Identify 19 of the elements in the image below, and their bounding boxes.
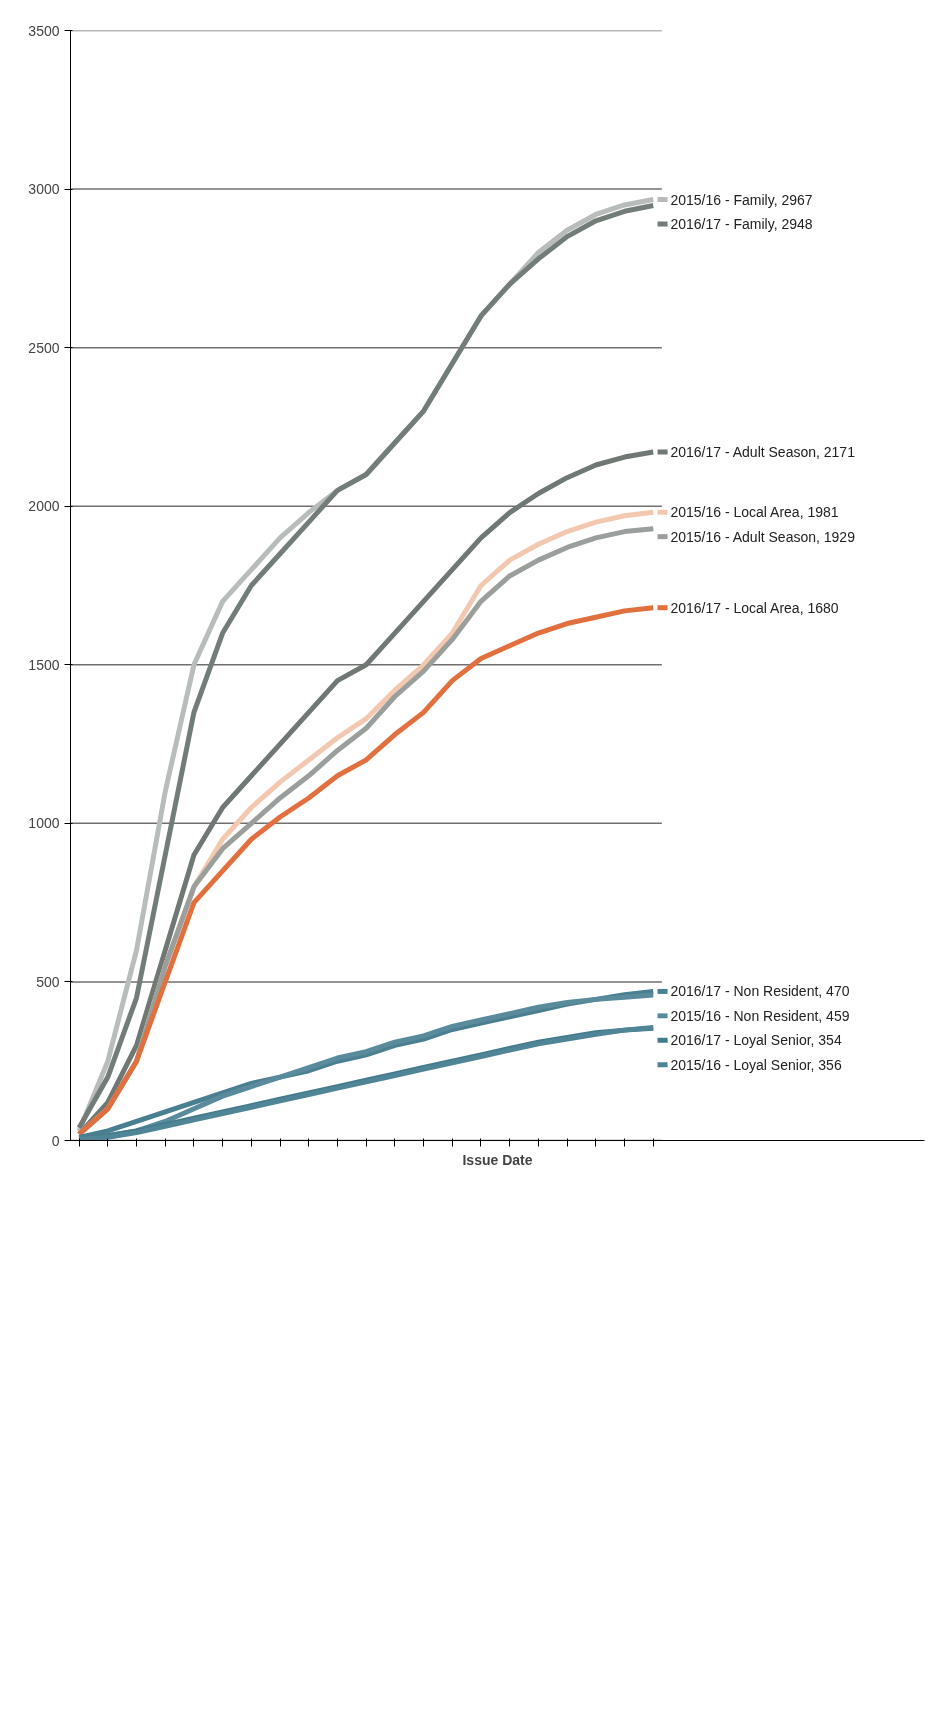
y-tick-label: 3500 xyxy=(28,22,60,39)
legend-label: 2016/17 - Family, 2948 xyxy=(670,215,813,232)
legend-label: 2015/16 - Family, 2967 xyxy=(670,191,813,208)
legend-label: 2015/16 - Adult Season, 1929 xyxy=(670,528,856,545)
legend-label: 2015/16 - Loyal Senior, 356 xyxy=(670,1056,842,1073)
y-tick-label: 3000 xyxy=(28,181,60,198)
legend-label: 2016/17 - Adult Season, 2171 xyxy=(670,443,856,460)
y-tick-label: 2000 xyxy=(28,498,60,515)
x-axis-title: Issue Date xyxy=(462,1151,533,1168)
y-tick-label: 0 xyxy=(51,1132,60,1149)
legend-label: 2016/17 - Local Area, 1680 xyxy=(670,599,839,616)
legend-label: 2016/17 - Loyal Senior, 354 xyxy=(670,1032,842,1049)
legend-label: 2016/17 - Non Resident, 470 xyxy=(670,983,850,1000)
y-tick-label: 1000 xyxy=(28,815,60,832)
y-tick-label: 1500 xyxy=(28,656,60,673)
y-tick-label: 2500 xyxy=(28,339,60,356)
legend-label: 2015/16 - Non Resident, 459 xyxy=(670,1007,850,1024)
legend-label: 2015/16 - Local Area, 1981 xyxy=(670,504,839,521)
y-tick-label: 500 xyxy=(36,973,60,990)
